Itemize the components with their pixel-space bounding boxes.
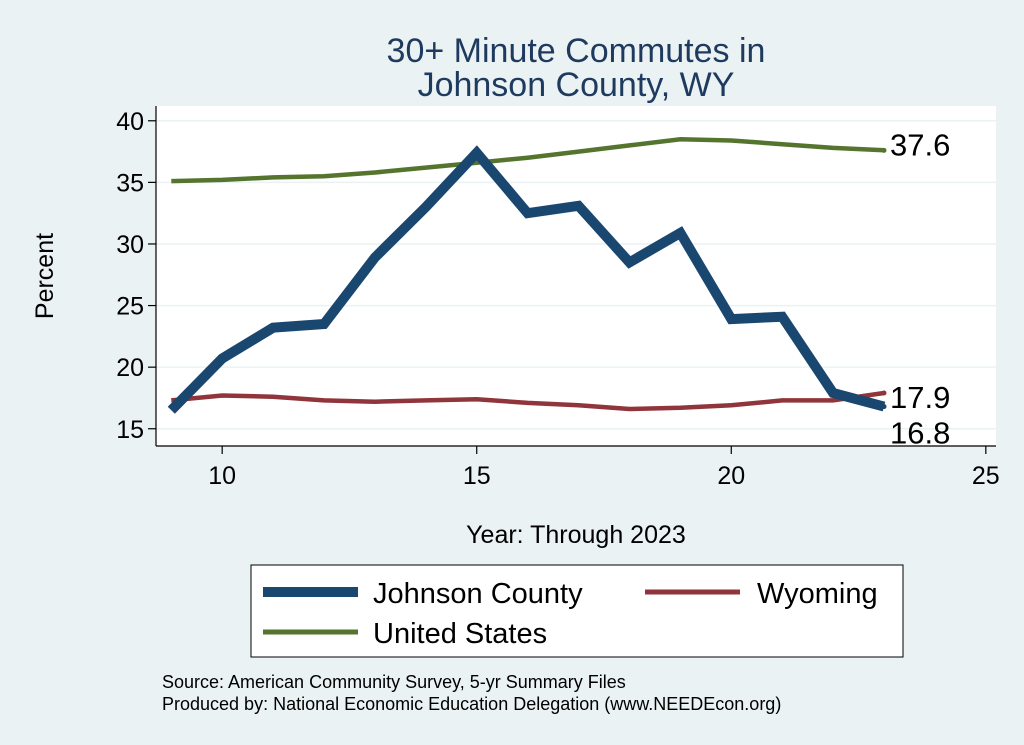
end-marker-wyoming <box>881 390 887 396</box>
y-tick-label-35: 35 <box>116 169 144 197</box>
chart-title-line-1: 30+ Minute Commutes in <box>387 32 766 70</box>
legend-label-wyoming: Wyoming <box>757 578 878 610</box>
series-line-united-states <box>171 137 885 184</box>
end-marker-johnson-county <box>881 404 887 410</box>
source-note: Source: American Community Survey, 5-yr … <box>162 672 626 692</box>
axes <box>155 106 996 447</box>
legend: Johnson County Wyoming United States <box>250 564 904 658</box>
legend-label-united-states: United States <box>373 618 547 650</box>
y-tick-label-15: 15 <box>116 416 144 444</box>
x-tick-label-20: 20 <box>717 462 745 490</box>
y-tick-label-25: 25 <box>116 293 144 321</box>
y-tick-label-30: 30 <box>116 231 144 259</box>
end-label-wyoming: 17.9 <box>890 380 950 415</box>
tick-labels: 15 20 25 30 35 40 10 15 20 25 <box>116 108 1000 490</box>
series-line-johnson-county <box>167 145 886 414</box>
grid-lines <box>156 120 996 430</box>
x-tick-label-25: 25 <box>972 462 1000 490</box>
x-axis-title: Year: Through 2023 <box>466 521 686 549</box>
end-marker-united-states <box>881 147 887 153</box>
legend-label-johnson-county: Johnson County <box>373 578 583 610</box>
series-line-wyoming <box>171 390 885 412</box>
end-label-johnson-county: 16.8 <box>890 416 950 451</box>
producer-note: Produced by: National Economic Education… <box>162 694 781 714</box>
end-label-united-states: 37.6 <box>890 127 950 162</box>
end-labels: 16.817.9 37.6 <box>881 127 950 451</box>
chart-title-line-2: Johnson County, WY <box>418 66 735 104</box>
series-lines <box>167 137 886 414</box>
y-tick-label-40: 40 <box>116 108 144 136</box>
y-tick-label-20: 20 <box>116 354 144 382</box>
y-axis-title: Percent <box>31 233 59 319</box>
plot-area <box>156 106 996 446</box>
x-tick-label-15: 15 <box>463 462 491 490</box>
legend-box <box>250 564 904 658</box>
x-tick-label-10: 10 <box>208 462 236 490</box>
